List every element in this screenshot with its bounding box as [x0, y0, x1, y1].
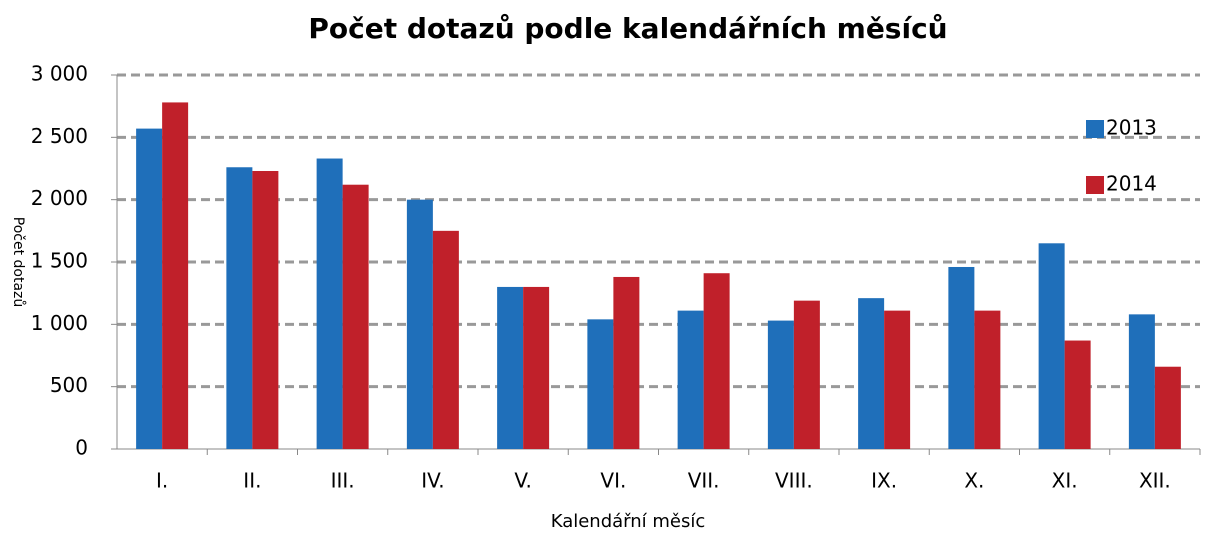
bar — [1128, 314, 1155, 449]
x-tick-label: XI. — [1052, 469, 1078, 493]
bar — [613, 276, 640, 449]
bar — [136, 128, 163, 449]
bar — [406, 199, 433, 449]
bar — [432, 230, 459, 449]
bar — [948, 266, 975, 449]
legend-label: 2014 — [1106, 172, 1157, 196]
x-tick-label: I. — [156, 469, 168, 493]
bar — [767, 320, 794, 449]
bar — [162, 102, 189, 449]
x-tick-label: XII. — [1139, 469, 1171, 493]
y-tick-label: 500 — [50, 373, 88, 397]
y-tick-label: 1 500 — [31, 249, 88, 273]
bar — [677, 310, 704, 449]
bar — [1064, 340, 1091, 449]
bar — [703, 273, 730, 449]
bar — [974, 310, 1001, 449]
bar — [884, 310, 911, 449]
y-tick-label: 3 000 — [31, 62, 88, 86]
bar — [252, 170, 279, 449]
x-tick-label: IV. — [421, 469, 444, 493]
x-tick-label: III. — [331, 469, 355, 493]
legend-swatch — [1086, 120, 1104, 138]
y-tick-label: 2 500 — [31, 124, 88, 148]
x-tick-label: II. — [243, 469, 261, 493]
bar — [1154, 366, 1181, 449]
legend-swatch — [1086, 176, 1104, 194]
bar — [497, 286, 524, 449]
x-tick-label: IX. — [871, 469, 897, 493]
x-tick-label: VII. — [688, 469, 720, 493]
x-axis-label: Kalendářní měsíc — [551, 511, 706, 532]
chart-title: Počet dotazů podle kalendářních měsíců — [308, 12, 947, 45]
x-tick-label: V. — [514, 469, 531, 493]
bar — [226, 167, 253, 449]
bar — [793, 300, 820, 449]
x-tick-label: VI. — [600, 469, 626, 493]
y-tick-label: 0 — [75, 436, 88, 460]
bar — [523, 286, 550, 449]
y-axis-label: Počet dotazů — [10, 217, 26, 308]
x-tick-label: X. — [964, 469, 984, 493]
y-tick-label: 2 000 — [31, 186, 88, 210]
bar — [316, 158, 343, 449]
bar — [1038, 243, 1065, 449]
y-tick-label: 1 000 — [31, 311, 88, 335]
bar — [587, 319, 614, 449]
x-tick-label: VIII. — [775, 469, 813, 493]
legend-label: 2013 — [1106, 116, 1157, 140]
bar — [858, 298, 885, 449]
bar — [342, 184, 369, 449]
